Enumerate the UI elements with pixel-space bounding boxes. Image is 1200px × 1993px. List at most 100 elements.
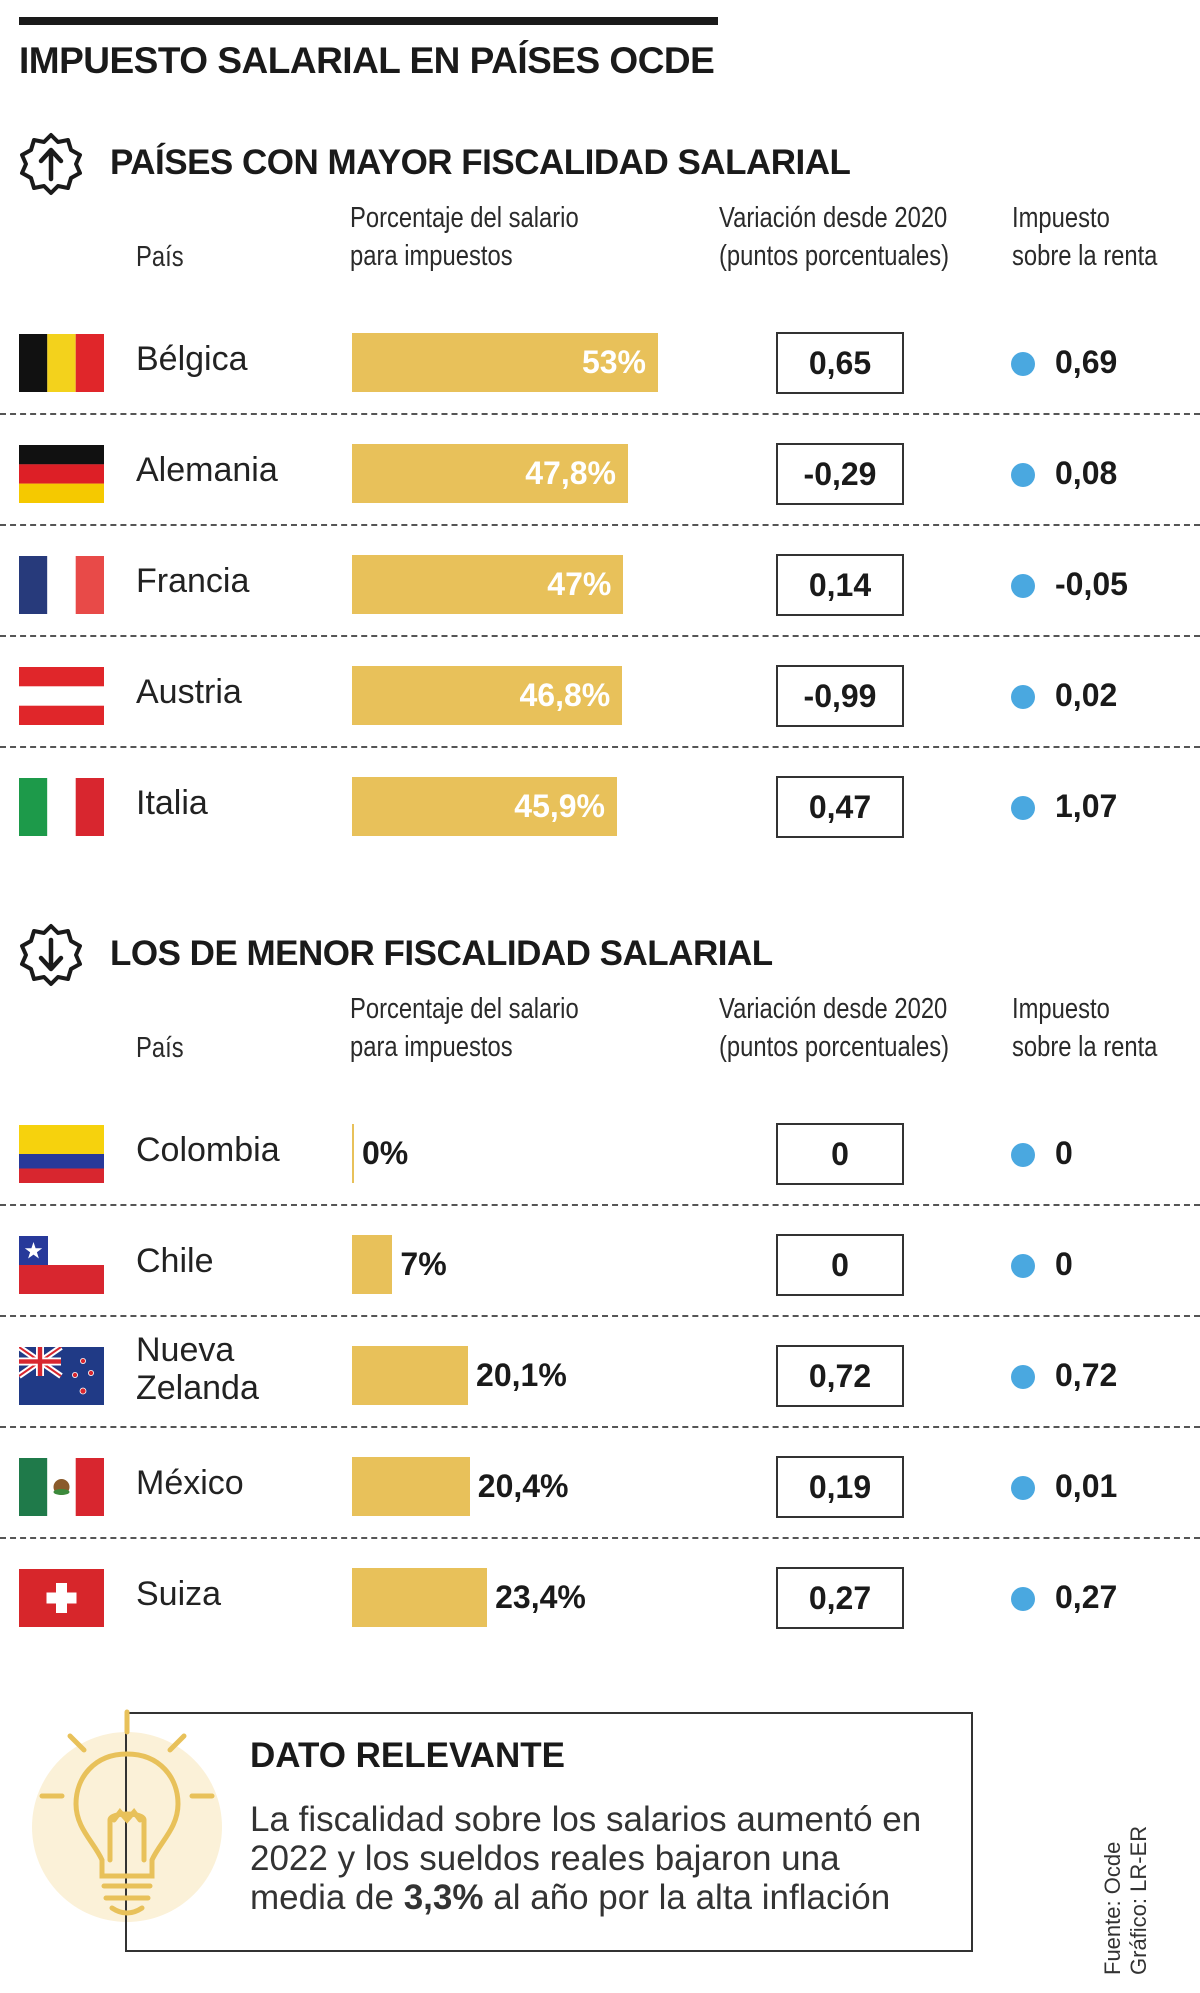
table-row: Austria 46,8% -0,99 0,02	[0, 637, 1200, 748]
lightbulb-background	[32, 1732, 222, 1922]
table-row: Francia 47% 0,14 -0,05	[0, 526, 1200, 637]
country-name: Francia	[136, 562, 250, 600]
country-name: México	[136, 1464, 244, 1502]
bullet-dot	[1011, 796, 1035, 820]
bar-value-label: 23,4%	[495, 1579, 586, 1615]
variation-value: 0,47	[776, 776, 904, 838]
bar-value-label: 46,8%	[519, 677, 611, 713]
main-title: IMPUESTO SALARIAL EN PAÍSES OCDE	[19, 40, 715, 81]
header-percentage: Porcentaje del salario para impuestos	[350, 993, 579, 1063]
country-name: Italia	[136, 784, 208, 822]
arrow-up-badge-icon	[20, 133, 82, 195]
flag-switzerland	[19, 1569, 104, 1627]
flag-new-zealand	[19, 1347, 104, 1405]
bullet-dot	[1011, 685, 1035, 709]
income-tax-value: 0	[1055, 1246, 1073, 1282]
bullet-dot	[1011, 1143, 1035, 1167]
variation-value: 0,27	[776, 1567, 904, 1629]
bar-value-label: 20,4%	[477, 1468, 569, 1504]
lightbulb-icon	[39, 1709, 215, 1916]
table-row: Nueva Zelanda 20,1% 0,72 0,72	[0, 1317, 1200, 1428]
header-income-tax: Impuesto sobre la renta	[1012, 202, 1158, 272]
section-title: PAÍSES CON MAYOR FISCALIDAD SALARIAL	[110, 143, 851, 182]
table-row: Chile 7% 0 0	[0, 1206, 1200, 1317]
bullet-dot	[1011, 1254, 1035, 1278]
arrow-down-badge-icon	[20, 924, 82, 986]
variation-value: -0,29	[776, 443, 904, 505]
bar	[352, 1346, 469, 1405]
variation-value: 0	[776, 1234, 904, 1296]
income-tax-value: 0,69	[1055, 344, 1118, 380]
bar	[352, 1457, 470, 1516]
bar	[352, 777, 617, 836]
variation-value: 0,19	[776, 1456, 904, 1518]
top-rule	[19, 17, 718, 25]
table-row: Alemania 47,8% -0,29 0,08	[0, 415, 1200, 526]
income-tax-value: 0,01	[1055, 1468, 1118, 1504]
bullet-dot	[1011, 1476, 1035, 1500]
bar-value-label: 45,9%	[514, 788, 605, 824]
country-name: Suiza	[136, 1575, 222, 1613]
table-row: Colombia 0% 0 0	[0, 1095, 1200, 1206]
bar	[352, 666, 623, 725]
table-row: Bélgica 53% 0,65 0,69	[0, 304, 1200, 415]
bullet-dot	[1011, 574, 1035, 598]
section-title: LOS DE MENOR FISCALIDAD SALARIAL	[110, 934, 773, 973]
country-name: Austria	[136, 673, 242, 711]
header-variation: Variación desde 2020 (puntos porcentuales…	[719, 202, 950, 272]
bullet-dot	[1011, 463, 1035, 487]
header-percentage: Porcentaje del salario para impuestos	[350, 202, 579, 272]
variation-value: 0,14	[776, 554, 904, 616]
header-country: País	[136, 1032, 184, 1064]
table-row: Suiza 23,4% 0,27 0,27	[0, 1539, 1200, 1650]
flag-belgium	[19, 334, 104, 392]
country-name: Colombia	[136, 1131, 280, 1169]
header-country: País	[136, 241, 184, 273]
flag-germany	[19, 445, 104, 503]
flag-france	[19, 556, 104, 614]
table-row: México 20,4% 0,19 0,01	[0, 1428, 1200, 1539]
bullet-dot	[1011, 1365, 1035, 1389]
bar	[352, 1124, 354, 1183]
flag-austria	[19, 667, 104, 725]
header-variation: Variación desde 2020 (puntos porcentuales…	[719, 993, 950, 1063]
bar	[352, 333, 658, 392]
variation-value: 0	[776, 1123, 904, 1185]
bar-value-label: 7%	[400, 1246, 447, 1282]
country-name: Nueva Zelanda	[136, 1331, 259, 1407]
bar-value-label: 53%	[581, 344, 646, 380]
bar	[352, 1235, 393, 1294]
country-name: Bélgica	[136, 340, 248, 378]
bullet-dot	[1011, 1587, 1035, 1611]
bar-value-label: 47,8%	[525, 455, 616, 491]
income-tax-value: -0,05	[1055, 566, 1128, 602]
table-row: Italia 45,9% 0,47 1,07	[0, 748, 1200, 859]
income-tax-value: 0,27	[1055, 1579, 1118, 1615]
bar	[352, 1568, 488, 1627]
income-tax-value: 1,07	[1055, 788, 1118, 824]
flag-mexico	[19, 1458, 104, 1516]
flag-italy	[19, 778, 104, 836]
source-credit: Fuente: Ocde Gráfico: LR-ER	[1100, 1825, 1151, 1975]
bar-value-label: 20,1%	[476, 1357, 567, 1393]
bullet-dot	[1011, 352, 1035, 376]
flag-colombia	[19, 1125, 104, 1183]
variation-value: 0,72	[776, 1345, 904, 1407]
income-tax-value: 0	[1055, 1135, 1073, 1171]
country-name: Alemania	[136, 451, 278, 489]
country-name: Chile	[136, 1242, 214, 1280]
income-tax-value: 0,72	[1055, 1357, 1118, 1393]
bar	[352, 555, 624, 614]
variation-value: -0,99	[776, 665, 904, 727]
header-income-tax: Impuesto sobre la renta	[1012, 993, 1158, 1063]
bar-value-label: 47%	[547, 566, 612, 602]
bar-value-label: 0%	[362, 1135, 409, 1171]
note-text: La fiscalidad sobre los salarios aumentó…	[250, 1800, 922, 1917]
variation-value: 0,65	[776, 332, 904, 394]
bar	[352, 444, 628, 503]
note-title: DATO RELEVANTE	[250, 1736, 566, 1775]
income-tax-value: 0,02	[1055, 677, 1118, 713]
flag-chile	[19, 1236, 104, 1294]
income-tax-value: 0,08	[1055, 455, 1118, 491]
note-box	[125, 1712, 973, 1952]
